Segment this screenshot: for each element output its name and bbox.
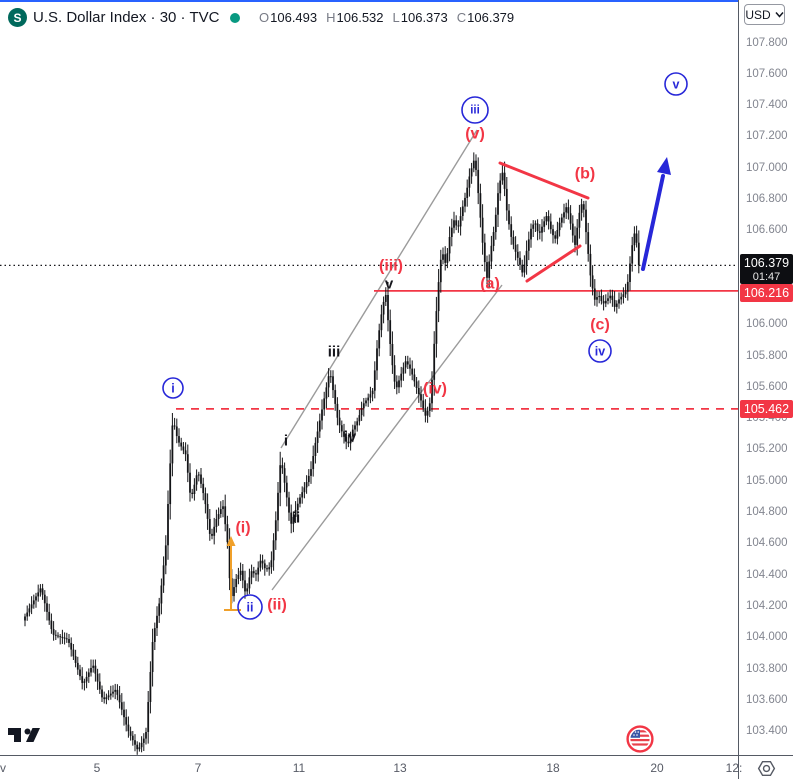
ohlc-H: H106.532 bbox=[326, 10, 384, 25]
price-tick: 104.800 bbox=[746, 506, 788, 518]
gear-icon[interactable] bbox=[756, 758, 777, 779]
bar-countdown: 01:47 bbox=[752, 271, 781, 283]
wave-circle-ii[interactable] bbox=[237, 594, 263, 620]
gray-channel-line[interactable] bbox=[280, 129, 478, 449]
ohlc-L: L106.373 bbox=[392, 10, 448, 25]
wave-label-circled-i: i bbox=[171, 382, 174, 396]
wave-label-circled-iv: iv bbox=[595, 345, 605, 359]
price-tick: 104.600 bbox=[746, 537, 788, 550]
axis-settings-corner[interactable] bbox=[738, 755, 793, 779]
price-tick: 107.400 bbox=[746, 99, 788, 112]
symbol-logo-letter: S bbox=[13, 10, 22, 25]
wave-label-red-c[interactable]: (c) bbox=[590, 317, 610, 334]
wave-label-red-iii[interactable]: (iii) bbox=[379, 258, 403, 275]
wave-circle-i[interactable] bbox=[162, 377, 184, 399]
currency-button[interactable]: USD bbox=[744, 4, 785, 25]
market-status-dot bbox=[230, 13, 240, 23]
price-tick: 105.200 bbox=[746, 443, 788, 456]
price-tick: 107.000 bbox=[746, 161, 788, 174]
last-price-label: 106.379 01:47 bbox=[740, 254, 793, 284]
blue-projection-arrow[interactable] bbox=[641, 174, 665, 271]
wave-label-black-iii[interactable]: iii bbox=[328, 344, 341, 361]
ohlc-O: O106.493 bbox=[259, 10, 318, 25]
price-tick: 106.800 bbox=[746, 193, 788, 205]
wave-label-red-i[interactable]: (i) bbox=[235, 520, 250, 537]
red-trend-line[interactable] bbox=[525, 244, 582, 283]
red-level-label-105462: 105.462 bbox=[740, 400, 793, 418]
red-level-label-106216: 106.216 bbox=[740, 284, 793, 302]
wave-label-black-iv[interactable]: iv bbox=[344, 429, 357, 446]
price-tick: 106.000 bbox=[746, 318, 788, 331]
symbol-title[interactable]: U.S. Dollar Index · 30 · TVC bbox=[33, 9, 220, 26]
wave-circle-iii[interactable] bbox=[461, 96, 489, 124]
time-tick: 20 bbox=[650, 761, 664, 775]
wave-label-black-i[interactable]: i bbox=[284, 433, 288, 450]
wave-circle-v[interactable] bbox=[664, 72, 688, 96]
ohlc-C: C106.379 bbox=[456, 10, 515, 25]
wave-label-red-a[interactable]: (a) bbox=[480, 276, 500, 293]
blue-arrowhead-icon bbox=[657, 157, 671, 175]
time-tick: 7 bbox=[194, 761, 202, 775]
time-tick: v bbox=[0, 761, 6, 775]
price-bars bbox=[24, 152, 640, 755]
price-axis[interactable]: USD 106.379 01:47 106.216 105.462 107.80… bbox=[738, 0, 793, 755]
tradingview-logo[interactable] bbox=[8, 724, 50, 746]
price-tick: 107.600 bbox=[746, 67, 788, 80]
price-tick: 107.800 bbox=[746, 36, 788, 49]
price-tick: 104.000 bbox=[746, 631, 788, 644]
price-tick: 103.400 bbox=[746, 725, 788, 738]
price-tick: 105.000 bbox=[746, 474, 788, 487]
time-tick: 5 bbox=[93, 761, 101, 775]
wave-label-red-iv[interactable]: (iv) bbox=[423, 381, 447, 398]
price-tick: 104.200 bbox=[746, 599, 788, 612]
wave-label-black-ii[interactable]: ii bbox=[292, 510, 300, 527]
wave-label-red-v[interactable]: (v) bbox=[465, 126, 485, 143]
price-tick: 106.600 bbox=[746, 224, 788, 237]
us-flag-event-icon[interactable] bbox=[626, 725, 654, 753]
window-top-border bbox=[0, 0, 793, 2]
wave-label-red-b[interactable]: (b) bbox=[575, 166, 595, 183]
gray-channel-line[interactable] bbox=[271, 284, 503, 591]
last-price-value: 106.379 bbox=[743, 256, 790, 270]
wave-label-black-v[interactable]: v bbox=[385, 276, 394, 293]
symbol-logo[interactable]: S bbox=[8, 8, 27, 27]
wave-label-circled-v: v bbox=[673, 78, 680, 92]
orange-arrowhead-icon bbox=[226, 536, 236, 546]
wave-circle-iv[interactable] bbox=[588, 339, 612, 363]
chart-header: S U.S. Dollar Index · 30 · TVC O106.493 H… bbox=[0, 4, 740, 32]
price-tick: 105.800 bbox=[746, 349, 788, 362]
time-axis[interactable]: v 5 7 11 13 18 20 12: bbox=[0, 755, 742, 779]
time-tick: 11 bbox=[292, 761, 306, 775]
time-tick: 13 bbox=[393, 761, 407, 775]
wave-label-circled-iii: iii bbox=[470, 105, 480, 117]
chevron-down-icon bbox=[775, 12, 784, 18]
price-tick: 103.800 bbox=[746, 662, 788, 675]
wave-label-red-ii[interactable]: (ii) bbox=[267, 597, 287, 614]
price-tick: 105.600 bbox=[746, 380, 788, 393]
wave-label-circled-ii: ii bbox=[247, 601, 254, 615]
currency-button-label: USD bbox=[745, 7, 771, 22]
time-tick: 18 bbox=[546, 761, 560, 775]
price-tick: 107.200 bbox=[746, 130, 788, 143]
price-tick: 104.400 bbox=[746, 568, 788, 581]
red-trend-line[interactable] bbox=[498, 161, 590, 200]
ohlc-values: O106.493 H106.532 L106.373 C106.379 bbox=[259, 10, 523, 25]
price-tick: 103.600 bbox=[746, 693, 788, 706]
